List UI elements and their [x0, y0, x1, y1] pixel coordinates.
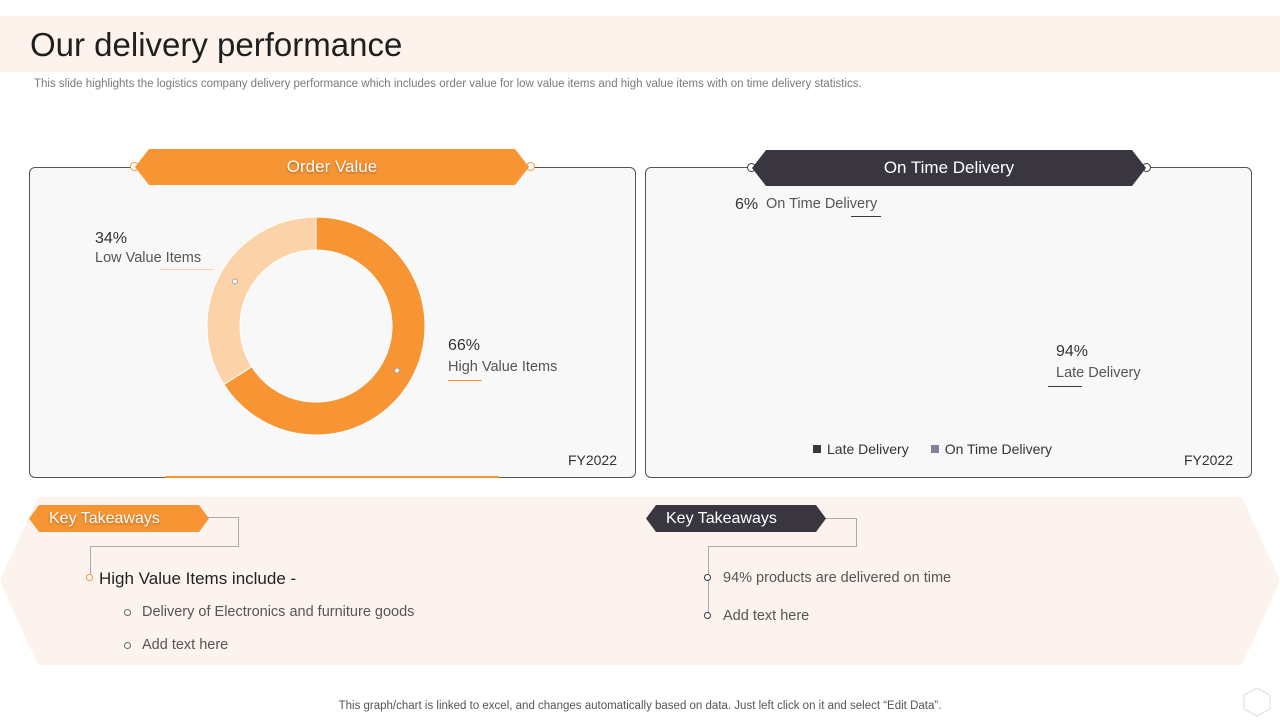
- left-item-bullet-1: [124, 609, 131, 616]
- left-key-takeaways-tab: Key Takeaways: [29, 505, 209, 532]
- order-value-slice-marker-0: [394, 367, 400, 374]
- order-value-period: FY2022: [567, 452, 617, 468]
- slice-label-name-low-value: Low Value Items: [95, 250, 202, 266]
- right-item-bullet-1: [704, 574, 711, 581]
- leader-line-late: [1048, 386, 1082, 387]
- legend-item-late-delivery: Late Delivery: [813, 441, 909, 457]
- legend-label-on-time-delivery: On Time Delivery: [944, 441, 1053, 457]
- on-time-delivery-period: FY2022: [1183, 452, 1233, 468]
- left-takeaway-heading: High Value Items include -: [99, 569, 297, 588]
- slice-label-percent-on-time: 6%: [735, 196, 759, 213]
- page-title: Our delivery performance: [30, 26, 403, 63]
- page-subtitle: This slide highlights the logistics comp…: [34, 78, 862, 90]
- order-value-accent-line: [165, 476, 499, 478]
- order-value-slice-marker-1: [232, 278, 238, 285]
- legend-swatch-late-delivery: [813, 445, 821, 453]
- leader-line-on-time: [851, 216, 881, 217]
- on-time-delivery-panel: FY2022: [645, 167, 1252, 478]
- slice-label-percent-high-value: 66%: [448, 337, 481, 354]
- right-takeaway-item-2: Add text here: [723, 608, 810, 624]
- left-takeaway-connector: [90, 546, 91, 576]
- on-time-delivery-title: On Time Delivery: [752, 150, 1146, 186]
- order-value-donut: [206, 216, 426, 436]
- order-value-title: Order Value: [135, 149, 529, 185]
- on-time-delivery-legend: Late Delivery On Time Delivery: [813, 441, 1052, 457]
- corner-hexagon-icon: [1243, 687, 1271, 717]
- right-key-takeaways-tab: Key Takeaways: [646, 505, 826, 532]
- slice-label-name-on-time: On Time Delivery: [766, 196, 878, 212]
- title-band: [0, 16, 1280, 72]
- legend-swatch-on-time-delivery: [930, 445, 939, 453]
- right-item-bullet-2: [704, 612, 711, 619]
- left-heading-bullet: [86, 574, 93, 581]
- left-takeaway-item-1: Delivery of Electronics and furniture go…: [142, 604, 415, 620]
- right-takeaway-connector: [708, 546, 709, 616]
- right-takeaway-item-1: 94% products are delivered on time: [723, 570, 952, 586]
- slice-label-percent-low-value: 34%: [95, 230, 128, 247]
- takeaways-band: [0, 497, 1280, 665]
- legend-item-on-time-delivery: On Time Delivery: [930, 441, 1053, 457]
- slice-label-name-late: Late Delivery: [1056, 365, 1141, 381]
- leader-line-low-value: [160, 269, 214, 270]
- left-item-bullet-2: [124, 642, 131, 649]
- slice-label-percent-late: 94%: [1056, 343, 1089, 360]
- slice-label-name-high-value: High Value Items: [448, 359, 558, 375]
- order-value-slice-low-value-items[interactable]: [206, 216, 317, 386]
- legend-label-late-delivery: Late Delivery: [827, 441, 909, 457]
- footer-note: This graph/chart is linked to excel, and…: [338, 700, 942, 712]
- left-takeaway-item-2: Add text here: [142, 637, 229, 653]
- order-value-slice-high-value-items[interactable]: [223, 216, 426, 436]
- leader-line-high-value: [448, 380, 482, 381]
